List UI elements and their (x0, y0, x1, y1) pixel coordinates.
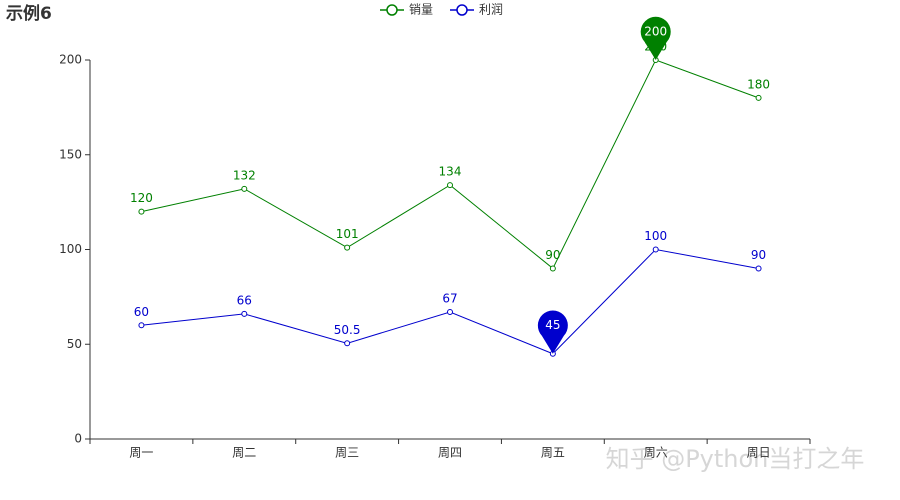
y-tick-label: 0 (74, 432, 82, 446)
data-label: 66 (237, 293, 252, 307)
point (241, 185, 248, 192)
data-label: 60 (134, 305, 149, 319)
point (138, 322, 145, 329)
mark-pin-label: 45 (545, 318, 560, 332)
y-tick-label: 200 (59, 53, 82, 67)
x-tick-label: 周四 (438, 446, 462, 460)
x-tick-label: 周一 (129, 446, 153, 460)
point (755, 265, 762, 272)
x-tick-label: 周五 (541, 446, 565, 460)
data-label: 67 (442, 292, 457, 306)
data-label: 132 (233, 168, 256, 182)
point (241, 310, 248, 317)
point (138, 208, 145, 215)
x-tick-label: 周六 (644, 446, 668, 460)
x-tick-label: 周日 (747, 446, 771, 460)
point (447, 309, 453, 316)
y-tick-label: 100 (59, 242, 82, 256)
chart-title: 示例6 (6, 3, 52, 24)
legend-label: 利润 (479, 3, 503, 17)
point (447, 182, 453, 189)
data-label: 50.5 (334, 323, 361, 337)
y-tick-label: 150 (59, 147, 82, 161)
mark-pin (640, 16, 671, 60)
point (344, 244, 351, 251)
data-label: 90 (751, 248, 766, 262)
point (549, 265, 556, 272)
data-label: 100 (644, 229, 667, 243)
legend-label: 销量 (409, 3, 433, 17)
y-tick-label: 50 (67, 337, 82, 351)
point (652, 246, 659, 253)
point (755, 94, 762, 101)
mark-pin (537, 310, 568, 354)
legend-icon (456, 4, 468, 16)
point (344, 340, 351, 347)
data-label: 120 (130, 191, 153, 205)
mark-pin-label: 200 (644, 25, 667, 39)
watermark: 知乎 @Python当打之年 (606, 445, 865, 473)
data-label: 90 (545, 248, 560, 262)
x-tick-label: 周二 (232, 446, 256, 460)
data-label: 134 (439, 165, 462, 179)
x-tick-label: 周三 (335, 446, 359, 460)
data-label: 180 (747, 77, 770, 91)
legend-icon (386, 4, 398, 16)
data-label: 101 (336, 227, 359, 241)
